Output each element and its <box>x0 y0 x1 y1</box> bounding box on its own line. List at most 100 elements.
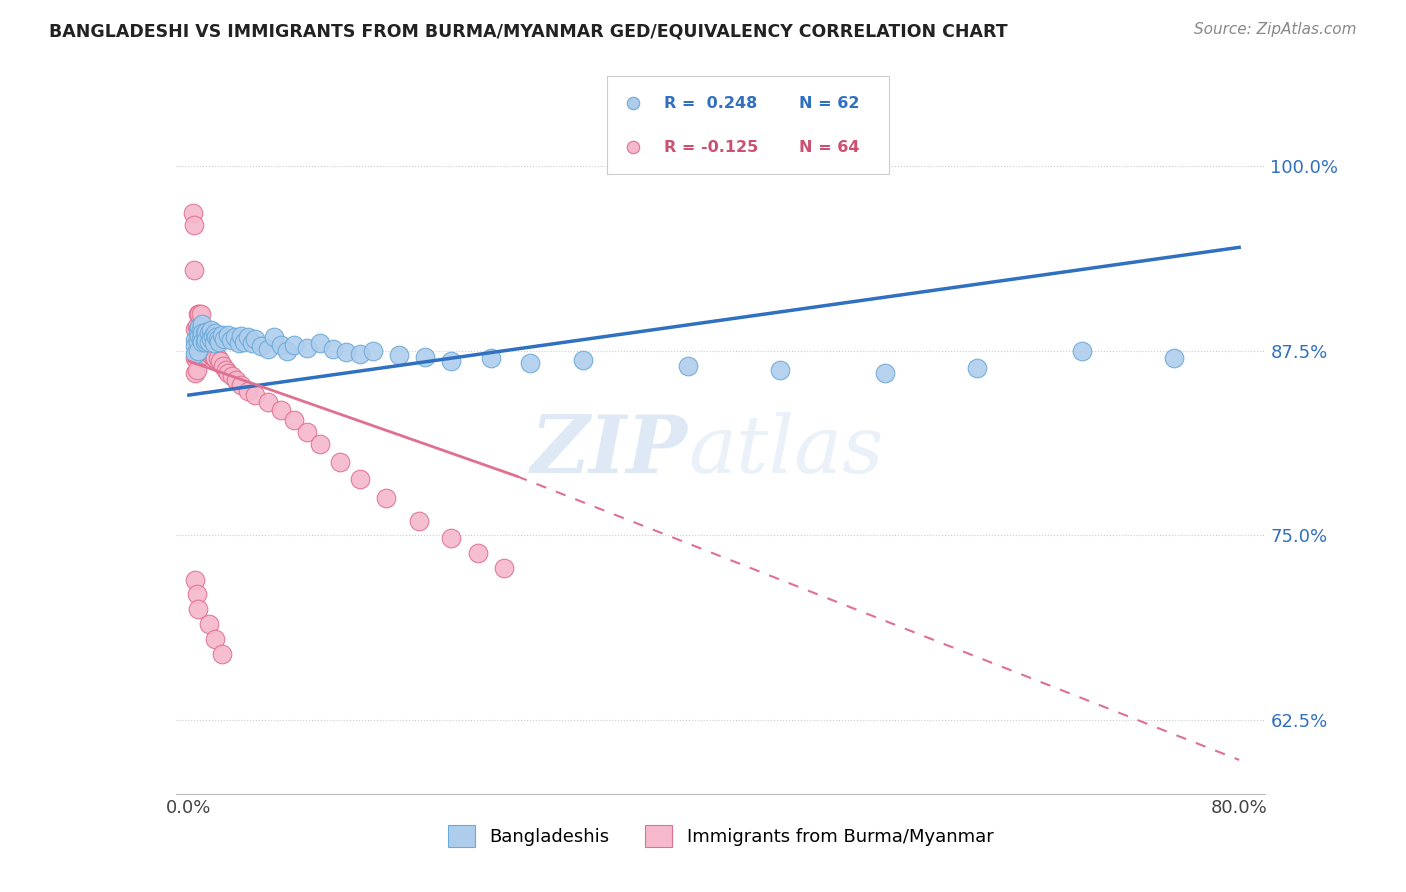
Point <box>467 546 489 560</box>
Text: BANGLADESHI VS IMMIGRANTS FROM BURMA/MYANMAR GED/EQUIVALENCY CORRELATION CHART: BANGLADESHI VS IMMIGRANTS FROM BURMA/MYA… <box>49 22 1008 40</box>
Point <box>479 351 502 366</box>
Point <box>197 339 219 353</box>
Point <box>256 343 278 357</box>
Point <box>207 351 229 366</box>
Point <box>184 334 207 348</box>
Point <box>194 334 217 349</box>
Point <box>186 334 208 348</box>
Point <box>966 361 988 376</box>
Text: N = 64: N = 64 <box>799 140 859 155</box>
Point <box>219 334 242 348</box>
Point <box>263 330 285 344</box>
Point <box>440 532 463 546</box>
Point <box>201 348 224 362</box>
Point <box>194 343 217 358</box>
Point <box>621 140 644 154</box>
Point <box>184 351 207 366</box>
Point <box>183 218 205 232</box>
Point <box>388 348 411 362</box>
Point <box>187 348 209 362</box>
Point <box>440 354 463 368</box>
Point <box>188 320 211 334</box>
Point <box>195 343 218 358</box>
Point <box>184 321 207 335</box>
Point <box>187 334 209 349</box>
Point <box>187 334 209 348</box>
Point <box>193 325 215 339</box>
Point <box>205 330 228 344</box>
Point <box>211 327 233 342</box>
Point <box>197 617 219 632</box>
Point <box>335 345 357 359</box>
Point <box>1163 351 1185 366</box>
Point <box>194 329 217 343</box>
Point <box>194 326 217 340</box>
Point <box>214 332 236 346</box>
Point <box>201 329 224 343</box>
Point <box>204 351 226 366</box>
Point <box>194 334 217 348</box>
Point <box>194 325 217 339</box>
Point <box>190 321 212 335</box>
Point <box>186 318 208 333</box>
Point <box>186 587 208 601</box>
Point <box>187 307 209 321</box>
Legend: Bangladeshis, Immigrants from Burma/Myanmar: Bangladeshis, Immigrants from Burma/Myan… <box>447 824 994 847</box>
Point <box>413 350 436 364</box>
Point <box>194 348 217 362</box>
Point <box>187 602 209 616</box>
Point <box>571 352 593 367</box>
Point <box>256 395 278 409</box>
Point <box>769 363 792 377</box>
Point <box>212 359 235 373</box>
Point <box>187 326 209 340</box>
Text: N = 62: N = 62 <box>799 95 859 111</box>
Point <box>184 339 207 353</box>
Point <box>240 336 263 351</box>
Point <box>190 332 212 346</box>
Point <box>329 454 352 468</box>
Point <box>231 377 253 392</box>
Point <box>200 348 222 362</box>
Point <box>217 366 239 380</box>
Point <box>283 338 305 352</box>
Point <box>191 334 214 348</box>
Point <box>191 334 214 349</box>
Point <box>200 323 222 337</box>
Point <box>208 334 231 349</box>
Text: R = -0.125: R = -0.125 <box>664 140 758 155</box>
Point <box>270 338 292 352</box>
Point <box>231 329 253 343</box>
Point <box>202 351 225 366</box>
Point <box>193 339 215 353</box>
Point <box>221 368 243 383</box>
Point <box>676 359 699 373</box>
Point <box>228 336 250 351</box>
Point <box>204 326 226 340</box>
Point <box>236 330 259 344</box>
Point <box>188 329 211 343</box>
Point <box>191 317 214 331</box>
Point <box>184 366 207 380</box>
Point <box>236 384 259 398</box>
Point <box>188 334 211 348</box>
Point <box>374 491 396 506</box>
Point <box>191 326 214 340</box>
Point <box>198 343 221 358</box>
Point <box>1070 343 1092 358</box>
Point <box>197 334 219 349</box>
Point <box>243 388 266 402</box>
Point <box>283 413 305 427</box>
Point <box>361 343 384 358</box>
Text: atlas: atlas <box>688 412 883 489</box>
Point <box>349 472 371 486</box>
Point <box>309 437 332 451</box>
Point <box>187 321 209 335</box>
Point <box>204 632 226 646</box>
Point <box>187 343 209 358</box>
Point <box>873 366 896 380</box>
Point <box>191 321 214 335</box>
Point <box>217 327 239 342</box>
Point <box>207 332 229 346</box>
Point <box>184 573 207 587</box>
